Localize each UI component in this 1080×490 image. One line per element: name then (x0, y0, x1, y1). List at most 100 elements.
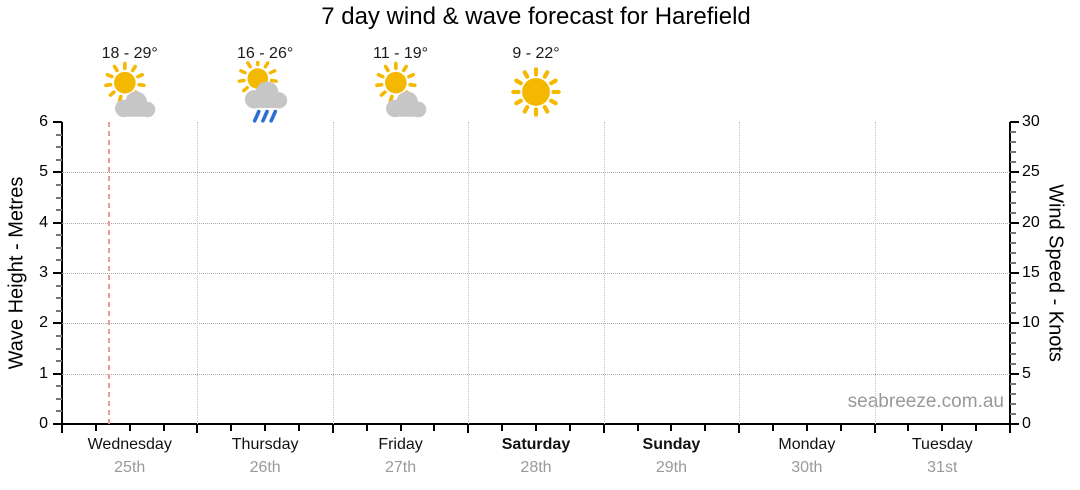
x-axis-minor-tick (162, 425, 165, 431)
right-axis-major-tick (1010, 221, 1019, 224)
right-axis-minor-tick (1010, 161, 1016, 164)
right-axis-minor-tick (1010, 251, 1016, 254)
left-axis-major-tick (53, 322, 62, 325)
mostly-sunny-icon (368, 61, 434, 127)
x-axis-minor-tick (839, 425, 842, 431)
left-axis-minor-tick (56, 158, 62, 161)
left-axis-tick-label: 6 (39, 113, 48, 130)
right-axis-minor-tick (1010, 302, 1016, 305)
day-label: Saturday (501, 436, 571, 453)
right-axis-minor-tick (1010, 402, 1016, 405)
right-axis-tick-label: 20 (1022, 213, 1040, 231)
right-axis-minor-tick (1010, 241, 1016, 244)
left-axis-minor-tick (56, 146, 62, 149)
left-axis-tick-label: 1 (39, 364, 48, 382)
left-axis-minor-tick (56, 385, 62, 388)
left-axis-major-tick (53, 423, 62, 425)
right-axis-minor-tick (1010, 382, 1016, 385)
left-axis-minor-tick (56, 183, 62, 186)
right-axis-minor-tick (1010, 261, 1016, 264)
sunny-shower-icon (232, 61, 298, 127)
right-axis-tick-label: 15 (1022, 264, 1040, 281)
right-axis-minor-tick (1010, 392, 1016, 395)
date-label: 27th (384, 459, 417, 476)
h-gridline (62, 373, 1010, 375)
x-axis-minor-tick (399, 425, 402, 431)
x-axis-minor-tick (433, 425, 436, 431)
x-axis-major-tick (331, 425, 334, 433)
left-axis-minor-tick (56, 309, 62, 312)
temp-range-label: 16 - 26° (237, 45, 294, 62)
x-axis-minor-tick (805, 425, 808, 431)
v-gridline (874, 122, 876, 424)
right-axis-major-tick (1010, 272, 1019, 274)
mostly-sunny-icon (97, 61, 163, 127)
left-axis-minor-tick (56, 284, 62, 287)
v-gridline (468, 122, 470, 424)
left-axis-tick-label: 0 (39, 415, 48, 432)
left-axis-minor-tick (56, 410, 62, 413)
left-axis-minor-tick (56, 347, 62, 350)
x-axis-minor-tick (94, 425, 97, 431)
temp-range-label: 18 - 29° (101, 45, 158, 62)
x-axis-minor-tick (264, 425, 267, 431)
day-label: Tuesday (911, 436, 973, 453)
right-axis-tick-label: 5 (1022, 364, 1031, 382)
right-axis-minor-tick (1010, 141, 1016, 144)
x-axis-minor-tick (704, 425, 707, 431)
left-axis-minor-tick (56, 234, 62, 237)
left-axis-minor-tick (56, 360, 62, 363)
temp-range-label: 11 - 19° (373, 45, 429, 62)
x-axis-minor-tick (975, 425, 978, 431)
x-axis-major-tick (467, 425, 470, 433)
right-axis-minor-tick (1010, 231, 1016, 234)
x-axis-minor-tick (298, 425, 300, 431)
x-axis-minor-tick (365, 425, 368, 431)
day-label: Wednesday (87, 436, 172, 453)
date-label: 28th (520, 459, 552, 476)
right-axis-minor-tick (1010, 352, 1016, 355)
left-axis-major-tick (53, 372, 62, 375)
left-axis-minor-tick (56, 133, 62, 136)
left-axis-minor-tick (56, 209, 62, 212)
right-axis-minor-tick (1010, 131, 1016, 134)
left-axis-minor-tick (56, 259, 62, 262)
chart-title: 7 day wind & wave forecast for Harefield (321, 3, 751, 30)
right-axis-minor-tick (1010, 292, 1016, 295)
x-axis-minor-tick (907, 425, 910, 431)
h-gridline (62, 172, 1010, 174)
v-gridline (603, 122, 605, 424)
right-axis-minor-tick (1010, 312, 1016, 315)
right-axis-major-tick (1010, 171, 1019, 174)
date-label: 30th (791, 459, 823, 476)
v-gridline (739, 122, 741, 424)
x-axis-minor-tick (941, 425, 944, 431)
day-label: Monday (778, 436, 836, 453)
right-axis-major-tick (1010, 372, 1019, 375)
x-axis-line (61, 423, 1011, 425)
day-label: Thursday (231, 436, 299, 453)
v-gridline (332, 122, 334, 424)
right-axis-major-tick (1010, 121, 1019, 123)
right-axis-major-tick (1010, 322, 1019, 325)
right-axis-tick-label: 30 (1022, 113, 1040, 130)
right-axis-tick-label: 25 (1022, 163, 1040, 181)
date-label: 31st (927, 459, 958, 476)
right-axis-minor-tick (1010, 181, 1016, 184)
x-axis-minor-tick (128, 425, 131, 431)
left-axis-major-tick (53, 171, 62, 174)
right-axis-minor-tick (1010, 201, 1016, 204)
x-axis-minor-tick (568, 425, 571, 431)
left-axis-major-tick (53, 272, 62, 274)
right-axis-minor-tick (1010, 191, 1016, 194)
left-axis-tick-label: 3 (39, 264, 48, 281)
left-axis-minor-tick (56, 397, 62, 400)
x-axis-major-tick (1009, 425, 1011, 433)
left-axis-major-tick (53, 121, 62, 123)
left-axis-minor-tick (56, 246, 62, 249)
right-axis-tick-label: 10 (1022, 314, 1040, 332)
left-axis-minor-tick (56, 196, 62, 199)
right-axis-minor-tick (1010, 362, 1016, 365)
right-axis-minor-tick (1010, 211, 1016, 214)
